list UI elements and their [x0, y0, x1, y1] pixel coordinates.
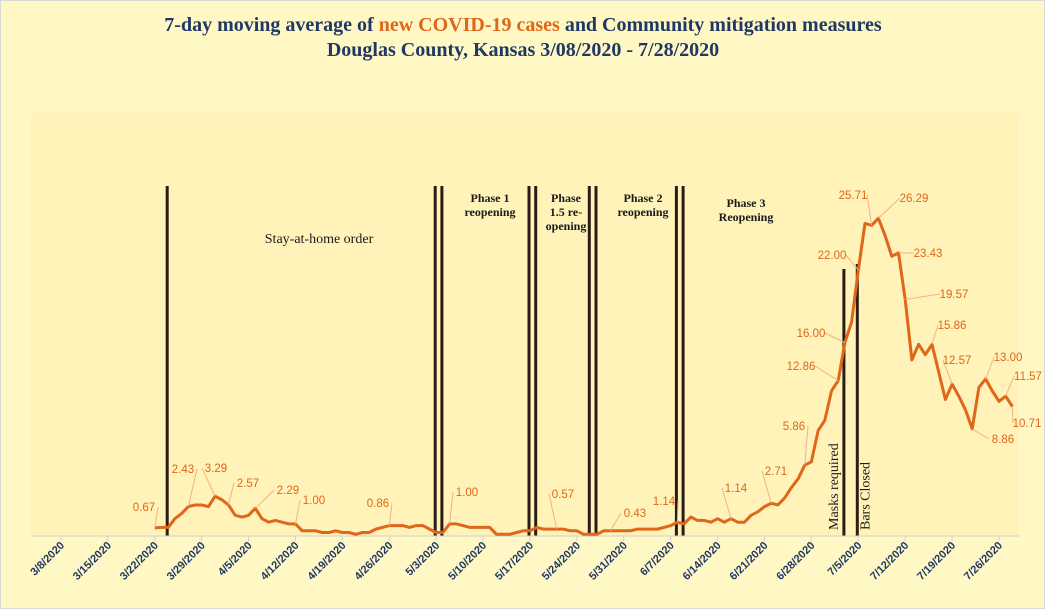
data-label: 22.00: [818, 250, 847, 262]
data-label-leader: [942, 359, 953, 385]
data-label-leader: [814, 365, 839, 382]
x-tick-label: 4/26/2020: [352, 540, 395, 583]
data-label-leader: [449, 491, 454, 524]
data-label: 1.14: [653, 496, 676, 508]
data-label-leader: [609, 512, 622, 532]
data-label-leader: [295, 499, 301, 525]
period-label-phase-1-5: 1.5 re-: [550, 205, 582, 219]
data-label: 15.86: [938, 320, 967, 332]
period-label-phase-1-5: opening: [546, 219, 587, 233]
data-label: 23.43: [914, 248, 943, 260]
period-label-phase-1: Phase 1: [471, 191, 510, 205]
data-label-leader: [804, 425, 809, 466]
data-label-leader: [878, 197, 901, 219]
period-label-stay-at-home: Stay-at-home order: [265, 232, 374, 247]
x-tick-label: 5/24/2020: [540, 540, 583, 583]
data-label-leader: [1005, 375, 1015, 397]
data-label: 26.29: [900, 193, 929, 205]
x-tick-label: 4/5/2020: [216, 540, 255, 579]
period-label-phase-2: Phase 2: [624, 191, 663, 205]
data-label: 2.71: [765, 466, 787, 478]
data-label: 0.67: [133, 502, 155, 514]
x-tick-label: 3/29/2020: [165, 540, 208, 583]
data-label: 1.14: [725, 483, 748, 495]
data-label-leader: [154, 506, 159, 528]
data-label-leader: [187, 468, 198, 507]
x-tick-label: 3/15/2020: [71, 540, 114, 583]
data-label: 5.86: [783, 421, 805, 433]
data-label: 10.71: [1013, 418, 1042, 430]
x-tick-label: 6/14/2020: [681, 540, 724, 583]
period-label-phase-1: reopening: [464, 205, 515, 219]
data-label: 25.71: [839, 190, 868, 202]
chart-title: 7-day moving average of new COVID-19 cas…: [164, 14, 882, 36]
data-label: 3.29: [205, 463, 227, 475]
x-tick-label: 5/31/2020: [587, 540, 630, 583]
x-tick-label: 6/28/2020: [774, 540, 817, 583]
data-label-leader: [676, 500, 679, 523]
x-tick-label: 7/5/2020: [826, 540, 865, 579]
x-tick-label: 5/3/2020: [404, 540, 443, 579]
data-label-leader: [388, 502, 393, 526]
chart-subtitle: Douglas County, Kansas 3/08/2020 - 7/28/…: [327, 39, 719, 61]
x-tick-label: 3/22/2020: [118, 540, 161, 583]
data-label-leader: [985, 356, 995, 380]
event-label: Masks required: [827, 443, 842, 530]
data-label: 2.57: [237, 478, 259, 490]
plot-area: [31, 113, 1019, 536]
data-label: 19.57: [940, 289, 969, 301]
x-tick-label: 7/12/2020: [868, 540, 911, 583]
data-label: 0.86: [367, 498, 389, 510]
x-tick-label: 7/19/2020: [915, 540, 958, 583]
x-tick-label: 5/17/2020: [493, 540, 536, 583]
data-label: 11.57: [1014, 371, 1042, 383]
x-tick-label: 4/19/2020: [305, 540, 348, 583]
data-label-leader: [721, 487, 732, 519]
data-label-leader: [228, 482, 235, 506]
data-label: 1.00: [303, 495, 325, 507]
event-label: Bars Closed: [858, 462, 873, 530]
data-label-leader: [201, 467, 216, 497]
period-label-phase-2: reopening: [617, 205, 668, 219]
x-tick-label: 6/7/2020: [638, 540, 677, 579]
data-label: 12.86: [787, 361, 816, 373]
data-label-leader: [824, 332, 846, 344]
period-label-phase-1-5: Phase: [551, 191, 582, 205]
x-tick-label: 4/12/2020: [259, 540, 302, 583]
x-tick-label: 5/10/2020: [446, 540, 489, 583]
data-label: 2.29: [277, 485, 299, 497]
data-label: 1.00: [456, 487, 478, 499]
data-label-leader: [254, 489, 275, 509]
x-tick-label: 3/8/2020: [28, 540, 67, 579]
data-label-leader: [845, 254, 859, 271]
data-label-leader: [761, 470, 772, 504]
data-label-leader: [548, 493, 558, 530]
period-label-phase-3: Phase 3: [727, 196, 766, 210]
data-label-leader: [971, 428, 990, 440]
data-label: 8.86: [992, 434, 1014, 446]
data-label: 12.57: [943, 355, 972, 367]
data-label: 13.00: [994, 352, 1023, 364]
data-label-leader: [905, 293, 941, 300]
data-label-leader: [1011, 406, 1014, 424]
data-label-leader: [866, 194, 873, 226]
data-label: 0.57: [552, 489, 574, 501]
period-label-phase-3: Reopening: [719, 210, 774, 224]
data-label: 16.00: [797, 328, 826, 340]
data-label: 0.43: [624, 508, 646, 520]
x-tick-label: 7/26/2020: [962, 540, 1005, 583]
x-tick-label: 6/21/2020: [728, 540, 771, 583]
data-label: 2.43: [172, 464, 194, 476]
data-label-leader: [931, 324, 939, 345]
